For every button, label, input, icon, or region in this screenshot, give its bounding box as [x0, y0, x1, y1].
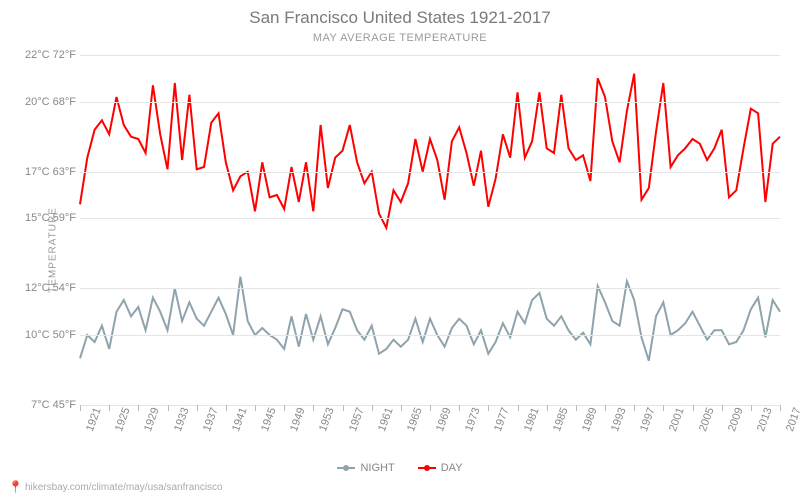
x-tick-mark: [605, 405, 606, 411]
x-tick-label: 1993: [609, 406, 629, 433]
x-tick-mark: [488, 405, 489, 411]
x-tick-mark: [576, 405, 577, 411]
x-tick-label: 2013: [755, 406, 775, 433]
x-tick-label: 1937: [201, 406, 221, 433]
gridline: [80, 172, 780, 173]
y-tick: 7°C 45°F: [8, 399, 76, 411]
x-tick-label: 1957: [347, 406, 367, 433]
x-tick-mark: [343, 405, 344, 411]
legend-label-day: DAY: [441, 462, 463, 474]
x-tick-mark: [313, 405, 314, 411]
x-tick-label: 1933: [172, 406, 192, 433]
x-tick-label: 1985: [551, 406, 571, 433]
x-tick-mark: [634, 405, 635, 411]
x-tick-mark: [168, 405, 169, 411]
x-tick-label: 1973: [463, 406, 483, 433]
plot-area: 7°C 45°F10°C 50°F12°C 54°F15°C 59°F17°C …: [80, 55, 780, 405]
y-tick: 15°C 59°F: [8, 212, 76, 224]
gridline: [80, 288, 780, 289]
x-tick-mark: [401, 405, 402, 411]
x-tick-mark: [109, 405, 110, 411]
x-tick-mark: [547, 405, 548, 411]
x-tick-mark: [663, 405, 664, 411]
footer-url: hikersbay.com/climate/may/usa/sanfrancis…: [25, 482, 223, 493]
x-tick-label: 1977: [492, 406, 512, 433]
gridline: [80, 102, 780, 103]
x-tick-mark: [459, 405, 460, 411]
legend: NIGHT DAY: [0, 460, 800, 474]
x-tick-mark: [255, 405, 256, 411]
line-day: [80, 74, 780, 228]
legend-swatch-day: [418, 467, 436, 469]
x-tick-label: 1941: [230, 406, 250, 433]
x-tick-label: 1925: [113, 406, 133, 433]
x-tick-mark: [284, 405, 285, 411]
x-tick-mark: [226, 405, 227, 411]
x-tick-label: 1981: [522, 406, 542, 433]
legend-swatch-night: [337, 467, 355, 469]
gridline: [80, 218, 780, 219]
y-tick: 22°C 72°F: [8, 49, 76, 61]
x-tick-mark: [693, 405, 694, 411]
pin-icon: 📍: [8, 480, 23, 494]
x-tick-mark: [197, 405, 198, 411]
y-tick: 20°C 68°F: [8, 96, 76, 108]
x-tick-label: 2001: [667, 406, 687, 433]
gridline: [80, 55, 780, 56]
x-tick-mark: [780, 405, 781, 411]
footer-source: 📍 hikersbay.com/climate/may/usa/sanfranc…: [8, 480, 223, 494]
x-tick-label: 1969: [434, 406, 454, 433]
y-tick: 12°C 54°F: [8, 282, 76, 294]
x-tick-label: 1989: [580, 406, 600, 433]
chart-title: San Francisco United States 1921-2017: [0, 8, 800, 28]
x-tick-label: 1953: [317, 406, 337, 433]
x-tick-label: 1921: [84, 406, 104, 433]
x-tick-mark: [430, 405, 431, 411]
x-tick-mark: [751, 405, 752, 411]
chart-subtitle: MAY AVERAGE TEMPERATURE: [0, 32, 800, 44]
legend-item-night: NIGHT: [337, 462, 394, 474]
x-tick-label: 1945: [259, 406, 279, 433]
line-plot-svg: [80, 55, 780, 405]
temperature-chart: San Francisco United States 1921-2017 MA…: [0, 0, 800, 500]
y-tick: 17°C 63°F: [8, 166, 76, 178]
x-tick-label: 2005: [697, 406, 717, 433]
x-tick-mark: [138, 405, 139, 411]
x-tick-label: 1929: [142, 406, 162, 433]
x-tick-label: 1965: [405, 406, 425, 433]
x-tick-mark: [518, 405, 519, 411]
x-tick-label: 1961: [376, 406, 396, 433]
gridline: [80, 335, 780, 336]
legend-item-day: DAY: [418, 462, 463, 474]
legend-label-night: NIGHT: [360, 462, 394, 474]
y-tick: 10°C 50°F: [8, 329, 76, 341]
x-tick-label: 2017: [784, 406, 800, 433]
x-tick-label: 1997: [638, 406, 658, 433]
x-tick-mark: [722, 405, 723, 411]
x-tick-label: 1949: [288, 406, 308, 433]
x-tick-mark: [80, 405, 81, 411]
x-tick-label: 2009: [726, 406, 746, 433]
x-tick-mark: [372, 405, 373, 411]
